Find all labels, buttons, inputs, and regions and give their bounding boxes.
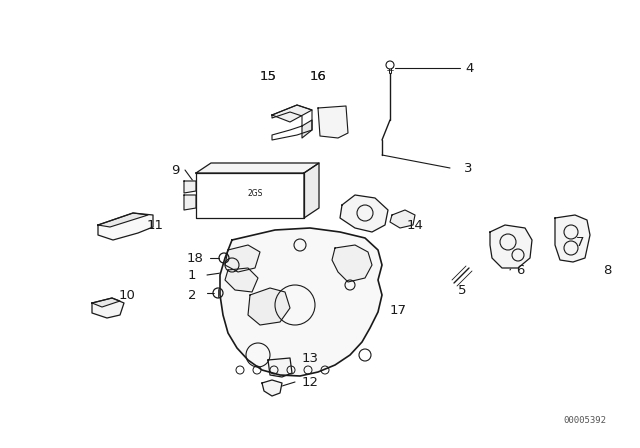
Text: 4: 4 — [466, 61, 474, 74]
Text: 00005392: 00005392 — [563, 415, 607, 425]
Circle shape — [386, 61, 394, 69]
Text: 13: 13 — [301, 352, 319, 365]
Polygon shape — [220, 228, 382, 376]
Polygon shape — [272, 105, 312, 122]
Polygon shape — [340, 195, 388, 232]
Polygon shape — [555, 215, 590, 262]
Polygon shape — [184, 195, 196, 210]
Text: 3: 3 — [464, 161, 472, 175]
Polygon shape — [98, 213, 153, 240]
Polygon shape — [196, 163, 319, 173]
Polygon shape — [490, 225, 532, 268]
Text: 15: 15 — [259, 69, 276, 82]
Polygon shape — [98, 213, 148, 227]
Polygon shape — [390, 210, 415, 228]
Polygon shape — [248, 288, 290, 325]
Text: 16: 16 — [310, 69, 326, 82]
Polygon shape — [225, 245, 260, 272]
Text: 2GS: 2GS — [247, 189, 262, 198]
Polygon shape — [272, 105, 312, 140]
Text: 6: 6 — [516, 263, 524, 276]
Text: 14: 14 — [406, 219, 424, 232]
Polygon shape — [225, 268, 258, 292]
Text: 15: 15 — [259, 69, 276, 82]
Text: 17: 17 — [390, 303, 406, 316]
Text: 8: 8 — [603, 263, 611, 276]
Text: 9: 9 — [171, 164, 179, 177]
Polygon shape — [184, 181, 196, 193]
Polygon shape — [92, 298, 120, 307]
Polygon shape — [196, 173, 304, 218]
Polygon shape — [268, 358, 292, 377]
Polygon shape — [318, 106, 348, 138]
Text: 5: 5 — [458, 284, 467, 297]
Text: 12: 12 — [301, 375, 319, 388]
Text: 11: 11 — [147, 219, 163, 232]
Polygon shape — [304, 163, 319, 218]
Text: 18: 18 — [187, 251, 204, 264]
Text: 10: 10 — [118, 289, 136, 302]
Text: 2: 2 — [188, 289, 196, 302]
Polygon shape — [92, 298, 124, 318]
Polygon shape — [302, 120, 312, 138]
Polygon shape — [332, 245, 372, 282]
Text: 1: 1 — [188, 268, 196, 281]
Text: 16: 16 — [310, 69, 326, 82]
Text: 7: 7 — [576, 236, 584, 249]
Polygon shape — [262, 380, 282, 396]
